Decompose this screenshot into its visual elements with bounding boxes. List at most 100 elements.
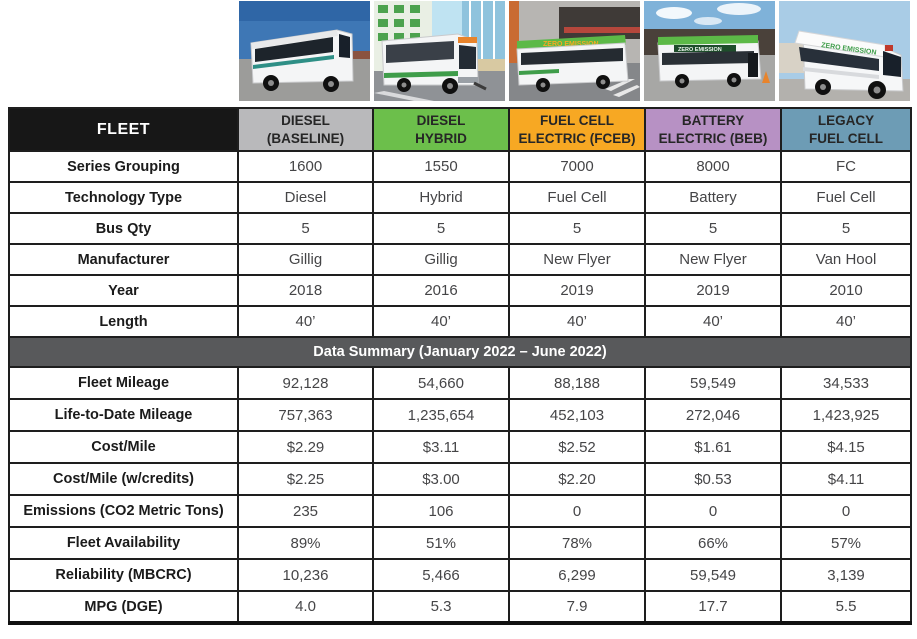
table-cell: 272,046: [644, 398, 782, 432]
row-label-fleet-mileage: Fleet Mileage: [8, 366, 239, 400]
table-cell: 10,236: [237, 558, 374, 592]
legacy-fuel-cell-bus-photo: ZERO EMISSION: [779, 1, 910, 101]
row-technology-type: Technology Type Diesel Hybrid Fuel Cell …: [8, 181, 912, 214]
table-cell: 5.3: [372, 590, 510, 624]
header-line: ELECTRIC (BEB): [658, 130, 768, 146]
table-cell: $0.53: [644, 462, 782, 496]
table-cell: $3.11: [372, 430, 510, 464]
table-cell: 5: [780, 212, 912, 245]
table-cell: 92,128: [237, 366, 374, 400]
table-cell: 6,299: [508, 558, 646, 592]
table-cell: 5.5: [780, 590, 912, 624]
fleet-corner-header: FLEET: [8, 107, 239, 152]
table-cell: Battery: [644, 181, 782, 214]
table-cell: 1,235,654: [372, 398, 510, 432]
row-label-reliability: Reliability (MBCRC): [8, 558, 239, 592]
row-label-manufacturer: Manufacturer: [8, 243, 239, 276]
table-cell: 17.7: [644, 590, 782, 624]
row-manufacturer: Manufacturer Gillig Gillig New Flyer New…: [8, 243, 912, 276]
row-fleet-availability: Fleet Availability 89% 51% 78% 66% 57%: [8, 526, 912, 560]
table-cell: 4.0: [237, 590, 374, 624]
column-header-legacy-fuel-cell: LEGACY FUEL CELL: [780, 107, 912, 152]
zero-emission-text: ZERO EMISSION: [543, 41, 599, 48]
table-cell: 34,533: [780, 366, 912, 400]
zero-emission-text: ZERO EMISSION: [678, 47, 722, 53]
row-length: Length 40’ 40’ 40’ 40’ 40’: [8, 305, 912, 338]
table-cell: Hybrid: [372, 181, 510, 214]
diesel-baseline-bus-photo: [239, 1, 370, 101]
row-year: Year 2018 2016 2019 2019 2010: [8, 274, 912, 307]
row-label-emissions: Emissions (CO2 Metric Tons): [8, 494, 239, 528]
header-line: LEGACY: [817, 112, 875, 128]
table-cell: 1600: [237, 150, 374, 183]
legacy-fc-bus-illustration: ZERO EMISSION: [779, 1, 910, 101]
header-line: HYBRID: [415, 130, 467, 146]
table-cell: $1.61: [644, 430, 782, 464]
table-cell: 40’: [780, 305, 912, 338]
row-label-fleet-availability: Fleet Availability: [8, 526, 239, 560]
fuel-cell-electric-bus-photo: ZERO EMISSION: [509, 1, 640, 101]
table-cell: Fuel Cell: [780, 181, 912, 214]
table-cell: 40’: [508, 305, 646, 338]
table-cell: 40’: [644, 305, 782, 338]
fceb-bus-illustration: ZERO EMISSION: [509, 1, 640, 101]
row-life-to-date-mileage: Life-to-Date Mileage 757,363 1,235,654 4…: [8, 398, 912, 432]
row-series-grouping: Series Grouping 1600 1550 7000 8000 FC: [8, 150, 912, 183]
table-cell: 2018: [237, 274, 374, 307]
row-label-bus-qty: Bus Qty: [8, 212, 239, 245]
table-cell: Gillig: [372, 243, 510, 276]
row-cost-per-mile: Cost/Mile $2.29 $3.11 $2.52 $1.61 $4.15: [8, 430, 912, 464]
column-header-diesel-hybrid: DIESEL HYBRID: [372, 107, 510, 152]
table-cell: 7000: [508, 150, 646, 183]
diesel-bus-illustration: [239, 1, 370, 101]
table-cell: Gillig: [237, 243, 374, 276]
row-label-length: Length: [8, 305, 239, 338]
fleet-comparison-table: FLEET DIESEL (BASELINE) DIESEL HYBRID FU…: [8, 107, 912, 625]
row-reliability: Reliability (MBCRC) 10,236 5,466 6,299 5…: [8, 558, 912, 592]
table-cell: FC: [780, 150, 912, 183]
header-line: ELECTRIC (FCEB): [518, 130, 636, 146]
row-label-year: Year: [8, 274, 239, 307]
table-cell: 66%: [644, 526, 782, 560]
table-cell: $4.15: [780, 430, 912, 464]
column-header-diesel-baseline: DIESEL (BASELINE): [237, 107, 374, 152]
row-cost-per-mile-credits: Cost/Mile (w/credits) $2.25 $3.00 $2.20 …: [8, 462, 912, 496]
table-cell: $2.25: [237, 462, 374, 496]
table-cell: 59,549: [644, 558, 782, 592]
header-line: DIESEL: [281, 112, 330, 128]
table-cell: $2.52: [508, 430, 646, 464]
table-cell: 7.9: [508, 590, 646, 624]
table-cell: 2019: [644, 274, 782, 307]
table-cell: 51%: [372, 526, 510, 560]
table-cell: $3.00: [372, 462, 510, 496]
table-cell: 8000: [644, 150, 782, 183]
table-cell: 57%: [780, 526, 912, 560]
table-cell: 2010: [780, 274, 912, 307]
table-cell: Van Hool: [780, 243, 912, 276]
table-cell: 2019: [508, 274, 646, 307]
row-label-technology-type: Technology Type: [8, 181, 239, 214]
fleet-header-row: FLEET DIESEL (BASELINE) DIESEL HYBRID FU…: [8, 107, 912, 152]
bus-photo-strip: ZERO EMISSION ZERO EMISSION: [239, 1, 910, 101]
table-cell: 54,660: [372, 366, 510, 400]
row-mpg-dge: MPG (DGE) 4.0 5.3 7.9 17.7 5.5: [8, 590, 912, 624]
table-cell: 5: [508, 212, 646, 245]
table-cell: 1550: [372, 150, 510, 183]
table-cell: 88,188: [508, 366, 646, 400]
table-cell: Diesel: [237, 181, 374, 214]
table-cell: 5: [372, 212, 510, 245]
header-line: BATTERY: [681, 112, 745, 128]
row-label-series-grouping: Series Grouping: [8, 150, 239, 183]
table-cell: New Flyer: [508, 243, 646, 276]
table-cell: 78%: [508, 526, 646, 560]
data-summary-section-label: Data Summary (January 2022 – June 2022): [8, 336, 912, 368]
table-cell: 235: [237, 494, 374, 528]
row-label-cost-per-mile-credits: Cost/Mile (w/credits): [8, 462, 239, 496]
table-cell: 5: [237, 212, 374, 245]
table-cell: 452,103: [508, 398, 646, 432]
table-cell: 106: [372, 494, 510, 528]
row-label-cost-per-mile: Cost/Mile: [8, 430, 239, 464]
row-emissions: Emissions (CO2 Metric Tons) 235 106 0 0 …: [8, 494, 912, 528]
table-cell: 3,139: [780, 558, 912, 592]
